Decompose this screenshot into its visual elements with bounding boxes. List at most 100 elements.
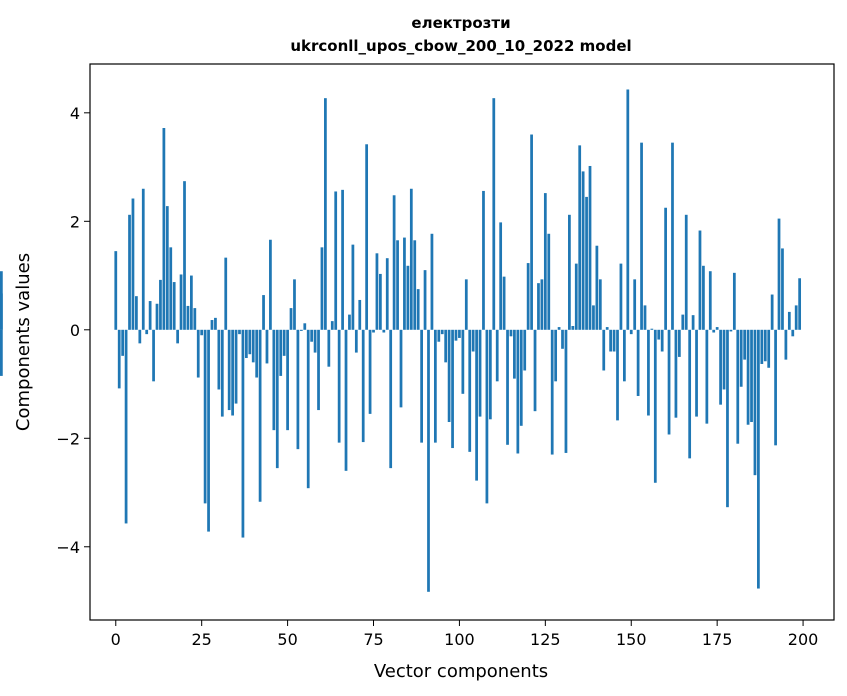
bar-133 <box>571 326 575 330</box>
bar-10 <box>148 301 152 330</box>
bar-175 <box>715 327 719 330</box>
bar-14 <box>162 128 166 330</box>
bar-126 <box>547 233 551 330</box>
bar-72 <box>361 329 365 443</box>
bar-81 <box>392 195 396 330</box>
bar-144 <box>609 329 612 352</box>
bar-38 <box>244 329 248 359</box>
bar-142 <box>602 329 606 371</box>
bar-35 <box>234 329 238 404</box>
bar-74 <box>368 329 372 414</box>
bar-159 <box>660 329 664 352</box>
bar-25 <box>200 329 204 336</box>
bar-88 <box>416 289 420 330</box>
bar-45 <box>269 239 272 330</box>
bar-4 <box>128 214 131 330</box>
bar-167 <box>688 329 692 459</box>
bar-135 <box>578 145 582 330</box>
bar-26 <box>203 329 207 504</box>
bar-18 <box>176 329 180 344</box>
y-axis-label: Components values <box>13 253 34 431</box>
bar-49 <box>282 329 286 356</box>
bar-117 <box>516 329 520 454</box>
bar-182 <box>739 329 743 387</box>
bar-24 <box>196 329 200 378</box>
bar-190 <box>767 329 771 368</box>
x-axis-label: Vector components <box>374 661 548 682</box>
bar-82 <box>396 240 399 330</box>
bar-23 <box>193 308 197 330</box>
bar-17 <box>172 282 176 330</box>
bar-89 <box>420 329 423 443</box>
bar-series <box>0 89 802 592</box>
bar-136 <box>581 171 585 330</box>
bar-154 <box>643 305 647 330</box>
bar-undefined <box>0 271 3 330</box>
bar-104 <box>471 329 475 352</box>
x-tick-label: 125 <box>530 630 561 649</box>
bar-173 <box>708 271 712 330</box>
bar-111 <box>495 329 499 382</box>
bar-149 <box>626 89 630 330</box>
bar-96 <box>444 329 448 363</box>
bar-120 <box>526 263 530 330</box>
bar-125 <box>543 193 547 330</box>
bar-115 <box>509 329 513 337</box>
bar-105 <box>475 329 478 481</box>
bar-66 <box>341 189 344 330</box>
bar-56 <box>306 329 310 489</box>
bar-188 <box>760 329 764 364</box>
bar-183 <box>743 329 747 360</box>
bar-179 <box>729 329 733 332</box>
bar-150 <box>629 329 633 335</box>
bar-143 <box>605 327 609 330</box>
bar-127 <box>550 329 554 455</box>
bar-5 <box>131 198 135 330</box>
bar-191 <box>770 294 774 330</box>
bar-92 <box>430 233 434 330</box>
bar-148 <box>623 329 626 382</box>
bar-73 <box>365 144 369 330</box>
bar-187 <box>757 329 760 589</box>
bar-153 <box>640 142 643 330</box>
bar-19 <box>179 274 183 330</box>
bar-3 <box>124 329 128 524</box>
bar-22 <box>190 275 193 330</box>
bar-65 <box>337 329 341 443</box>
bar-156 <box>650 328 654 330</box>
x-tick-label: 25 <box>192 630 212 649</box>
bar-186 <box>753 329 757 476</box>
bar-54 <box>299 329 303 331</box>
bar-37 <box>241 329 245 538</box>
bar-112 <box>499 222 503 330</box>
bar-123 <box>537 283 540 330</box>
bar-141 <box>598 279 602 330</box>
bar-91 <box>427 329 430 592</box>
bar-53 <box>296 329 300 450</box>
bar-11 <box>152 329 155 382</box>
bar-2 <box>121 329 125 356</box>
bar-31 <box>220 329 224 417</box>
bar-41 <box>255 329 259 378</box>
bar-145 <box>612 329 616 352</box>
bar-43 <box>262 295 265 330</box>
bar-78 <box>382 329 386 333</box>
bar-184 <box>746 329 750 425</box>
y-tick-label: 4 <box>70 104 80 123</box>
bar-57 <box>310 329 314 342</box>
bar-157 <box>653 329 657 483</box>
bar-116 <box>513 329 516 379</box>
bar-181 <box>736 329 740 444</box>
bar-137 <box>585 196 588 330</box>
bar-99 <box>454 329 458 341</box>
y-tick-label: −4 <box>56 538 80 557</box>
bar-55 <box>303 323 307 330</box>
x-tick-label: 200 <box>788 630 819 649</box>
bar-171 <box>702 265 705 330</box>
bar-160 <box>664 207 667 330</box>
bar-163 <box>674 329 678 418</box>
bar-134 <box>574 263 578 330</box>
bar-36 <box>238 329 241 335</box>
bar-47 <box>275 329 279 469</box>
bar-107 <box>482 190 485 330</box>
